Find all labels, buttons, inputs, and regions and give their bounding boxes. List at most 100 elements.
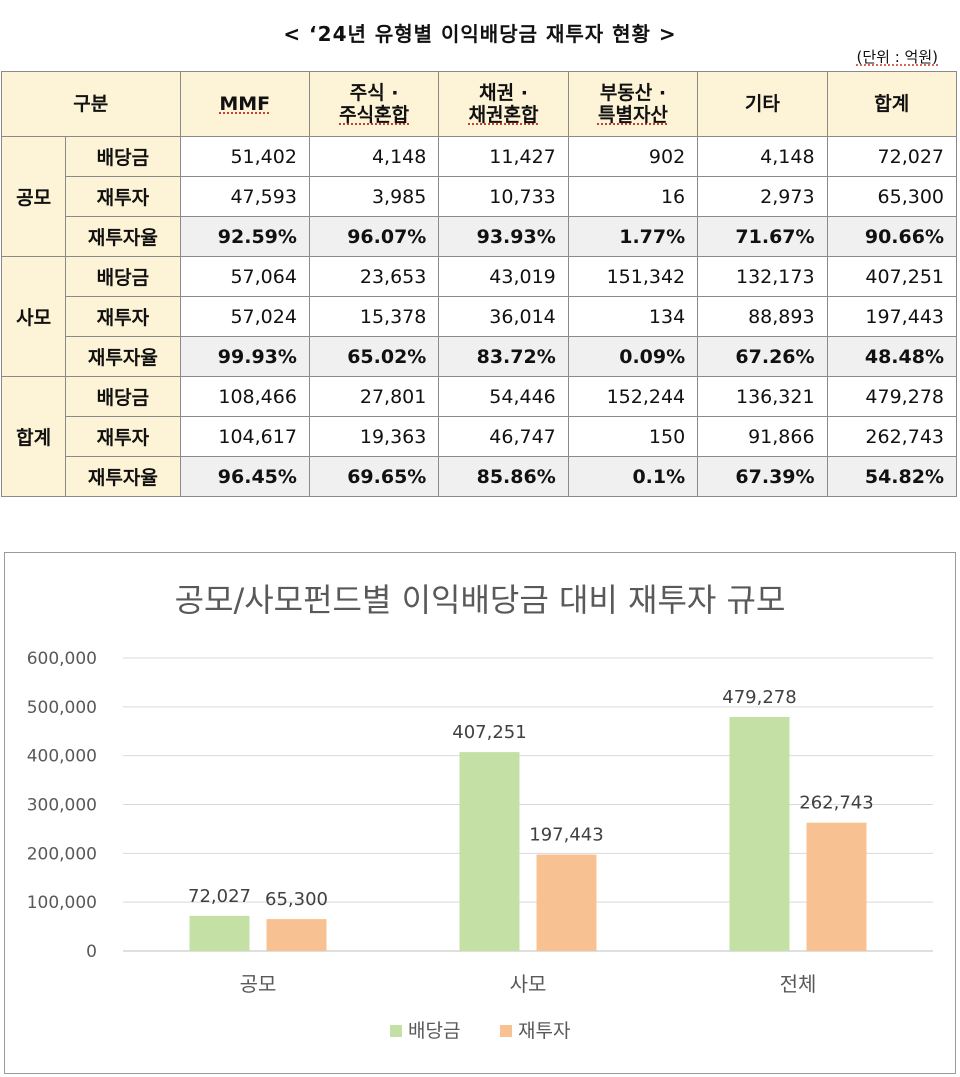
table-cell: 407,251: [826, 256, 958, 297]
data-label: 407,251: [452, 722, 526, 743]
table-cell: 136,321: [697, 376, 828, 417]
table-cell: 3,985: [308, 176, 440, 217]
legend-swatch: [390, 1025, 402, 1037]
table-cell: 262,743: [826, 416, 958, 457]
table-cell: 67.26%: [697, 336, 828, 377]
row-label: 재투자율: [65, 216, 181, 257]
table-row: 합계 배당금 108,466 27,801 54,446 152,244 136…: [0, 376, 958, 497]
table-cell: 43,019: [438, 256, 569, 297]
table-cell: 132,173: [697, 256, 828, 297]
table-cell: 90.66%: [826, 216, 958, 257]
table-cell: 69.65%: [308, 456, 440, 497]
table-cell: 88,893: [697, 296, 828, 337]
x-tick-label: 사모: [510, 972, 547, 996]
y-tick-label: 300,000: [27, 796, 97, 816]
table-cell: 0.09%: [567, 336, 699, 377]
table-row: 재투자율 96.45% 69.65% 85.86% 0.1% 67.39% 54…: [2, 456, 958, 497]
table-cell: 902: [567, 136, 699, 177]
table-cell: 71.67%: [697, 216, 828, 257]
bar-배당금: [729, 716, 790, 951]
unit-note: (단위 : 억원): [856, 48, 939, 66]
page-title: < ‘24년 유형별 이익배당금 재투자 현황 >: [283, 22, 677, 46]
x-tick-label: 공모: [240, 972, 277, 996]
row-label: 배당금: [65, 376, 181, 417]
table-cell: 27,801: [308, 376, 440, 417]
chart-container: 공모/사모펀드별 이익배당금 대비 재투자 규모 0 100,000 200,000 3…: [4, 552, 956, 1074]
data-label: 262,743: [799, 793, 873, 814]
table-cell: 16: [567, 176, 699, 217]
y-tick-label: 200,000: [27, 844, 97, 864]
table-cell: 85.86%: [438, 456, 569, 497]
table-cell: 54,446: [438, 376, 569, 417]
table-row: 재투자 47,593 3,985 10,733 16 2,973 65,300: [2, 176, 958, 217]
header-stock: 주식 · 주식혼합: [308, 71, 440, 137]
table-cell: 99.93%: [179, 336, 310, 377]
y-tick-label: 100,000: [27, 893, 97, 913]
bar-재투자: [266, 919, 327, 951]
data-label: 72,027: [188, 886, 251, 907]
table-cell: 92.59%: [179, 216, 310, 257]
y-tick-label: 600,000: [27, 649, 97, 669]
table-cell: 15,378: [308, 296, 440, 337]
table-cell: 23,653: [308, 256, 440, 297]
table-cell: 36,014: [438, 296, 569, 337]
table-cell: 2,973: [697, 176, 828, 217]
table-cell: 152,244: [567, 376, 699, 417]
table-cell: 67.39%: [697, 456, 828, 497]
table-cell: 19,363: [308, 416, 440, 457]
table-cell: 151,342: [567, 256, 699, 297]
group-label: 사모: [0, 256, 67, 377]
header-realestate: 부동산 · 특별자산: [567, 71, 699, 137]
bar-재투자: [536, 854, 597, 951]
table-row: 재투자 57,024 15,378 36,014 134 88,893 197,…: [2, 296, 958, 337]
header-corner: 구분: [1, 71, 181, 137]
table-cell: 4,148: [308, 136, 440, 177]
table-cell: 1.77%: [567, 216, 699, 257]
table-cell: 48.48%: [826, 336, 958, 377]
table-row: 재투자율 99.93% 65.02% 83.72% 0.09% 67.26% 4…: [2, 336, 958, 377]
row-label: 재투자율: [65, 336, 181, 377]
table-cell: 65.02%: [308, 336, 440, 377]
table-row: 재투자 104,617 19,363 46,747 150 91,866 262…: [2, 416, 958, 457]
table-cell: 104,617: [179, 416, 310, 457]
table-cell: 96.45%: [179, 456, 310, 497]
header-mmf: MMF: [179, 71, 310, 137]
y-tick-label: 400,000: [27, 747, 97, 767]
table-cell: 150: [567, 416, 699, 457]
header-bond: 채권 · 채권혼합: [438, 71, 569, 137]
x-tick-label: 전체: [780, 972, 817, 996]
y-tick-label: 0: [86, 942, 97, 962]
row-label: 배당금: [65, 136, 181, 177]
chart-title: 공모/사모펀드별 이익배당금 대비 재투자 규모: [175, 581, 786, 619]
data-label: 65,300: [265, 889, 328, 910]
bar-배당금: [189, 915, 250, 951]
row-label: 배당금: [65, 256, 181, 297]
group-label: 공모: [0, 136, 67, 257]
table-row: 공모 배당금 51,402 4,148 11,427 902 4,148 72,…: [0, 136, 958, 257]
table-cell: 93.93%: [438, 216, 569, 257]
table-cell: 65,300: [826, 176, 958, 217]
row-label: 재투자: [65, 416, 181, 457]
row-label: 재투자: [65, 296, 181, 337]
table-cell: 4,148: [697, 136, 828, 177]
y-tick-label: 500,000: [27, 698, 97, 718]
stats-table: 구분 MMF 주식 · 주식혼합 채권 · 채권혼합 부동산 · 특별자산 기타 합계…: [0, 71, 958, 497]
table-cell: 54.82%: [826, 456, 958, 497]
data-label: 197,443: [529, 825, 603, 846]
table-cell: 11,427: [438, 136, 569, 177]
table-cell: 0.1%: [567, 456, 699, 497]
group-label: 합계: [0, 376, 67, 497]
table-cell: 57,024: [179, 296, 310, 337]
data-label: 479,278: [722, 687, 796, 708]
table-cell: 47,593: [179, 176, 310, 217]
bar-재투자: [806, 822, 867, 951]
table-row: 재투자율 92.59% 96.07% 93.93% 1.77% 71.67% 9…: [2, 216, 958, 257]
table-cell: 83.72%: [438, 336, 569, 377]
row-label: 재투자: [65, 176, 181, 217]
table-cell: 57,064: [179, 256, 310, 297]
legend-label: 재투자: [518, 1020, 570, 1042]
table-cell: 108,466: [179, 376, 310, 417]
bar-배당금: [459, 752, 520, 951]
legend-label: 배당금: [408, 1020, 460, 1042]
table-header-row: 구분 MMF 주식 · 주식혼합 채권 · 채권혼합 부동산 · 특별자산 기타 합계: [1, 71, 958, 137]
